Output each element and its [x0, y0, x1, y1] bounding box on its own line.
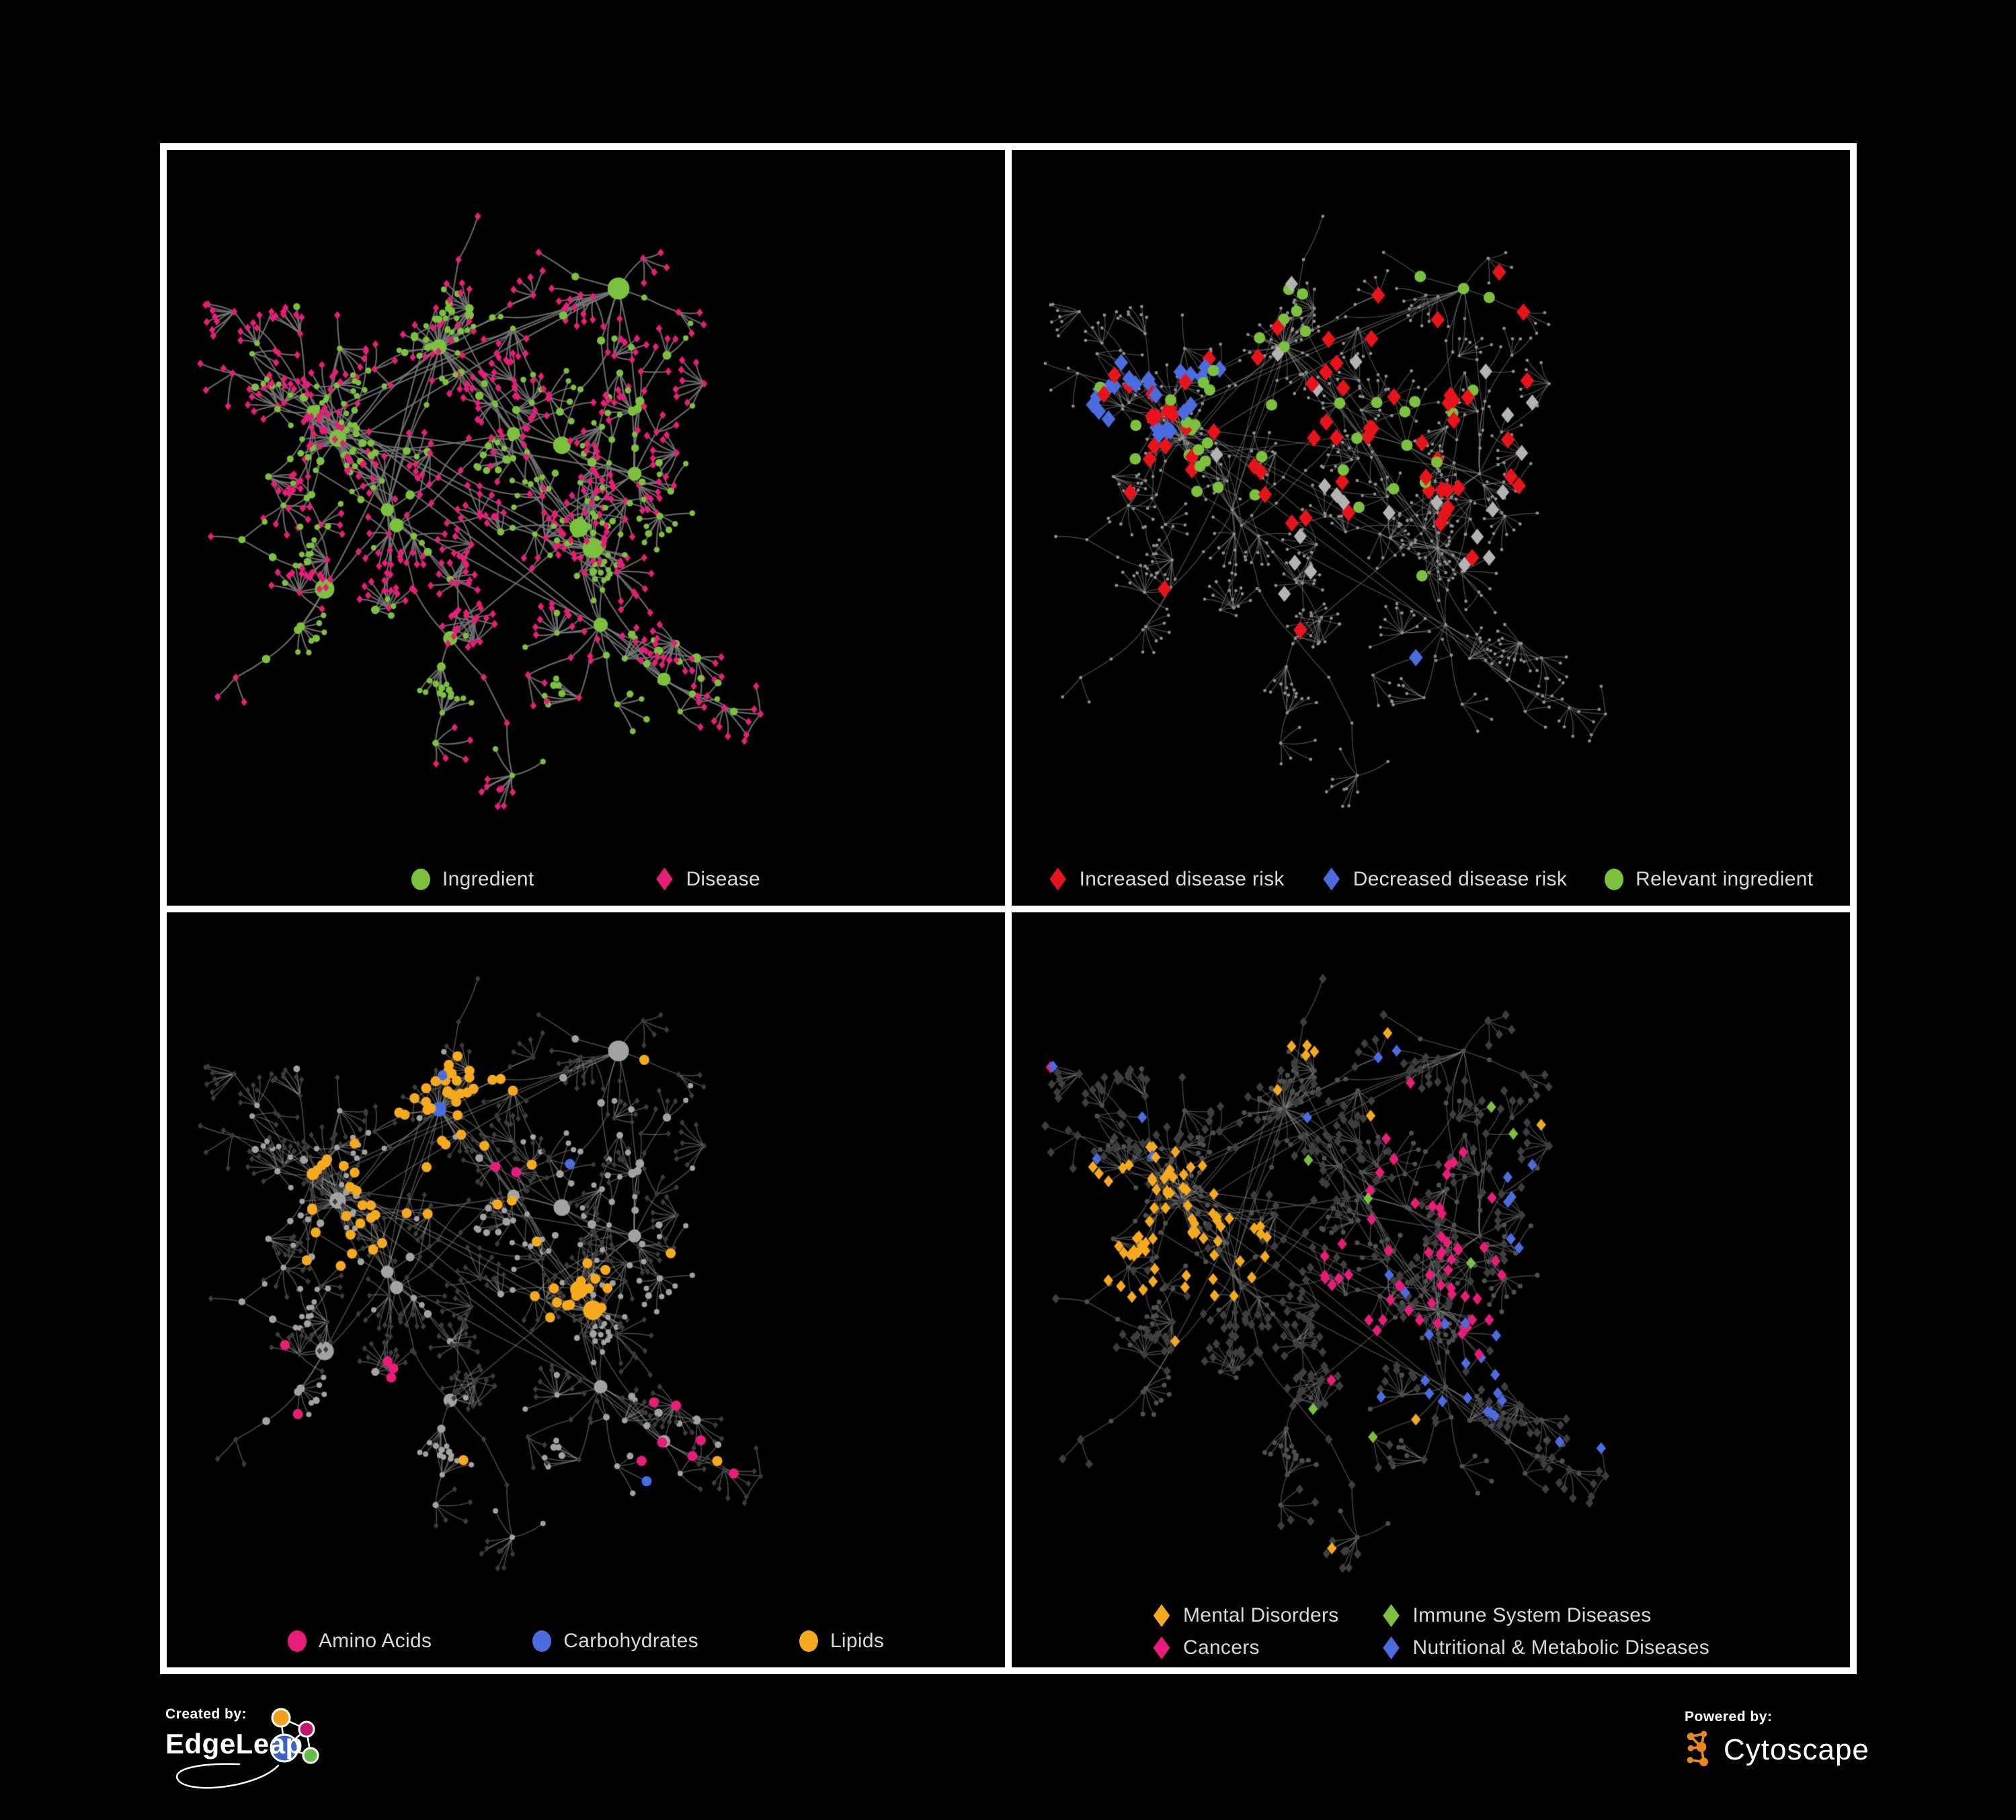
powered-by-block: Powered by: Cytoscape [1685, 1709, 1869, 1770]
legend-ingredient-disease: Ingredient Disease [167, 867, 1005, 891]
legend-label-immune-system-diseases: Immune System Diseases [1412, 1604, 1652, 1626]
edgeleap-logo-icon [175, 1708, 319, 1789]
amino-acids-circle-icon [287, 1630, 307, 1652]
lipids-circle-icon [799, 1630, 818, 1652]
edgeleap-brand-text: EdgeLeap [165, 1728, 303, 1759]
ingredient-circle-icon [411, 868, 431, 890]
created-by-block: Created by: EdgeLeap [165, 1706, 319, 1789]
panel-ingredient-disease: Ingredient Disease [167, 150, 1005, 906]
network-canvas-chemical-class [167, 912, 1005, 1667]
increased-risk-diamond-icon [1049, 867, 1066, 891]
legend-label-decreased-disease-risk: Decreased disease risk [1353, 867, 1568, 890]
legend-item-amino-acids: Amino Acids [287, 1630, 432, 1653]
legend-disease-category: Mental Disorders Immune System Diseases … [1012, 1604, 1850, 1659]
legend-label-amino-acids: Amino Acids [318, 1630, 432, 1652]
legend-item-immune-system-diseases: Immune System Diseases [1382, 1604, 1709, 1627]
legend-chemical-class: Amino Acids Carbohydrates Lipids [167, 1630, 1005, 1653]
cytoscape-brand-text: Cytoscape [1724, 1733, 1869, 1766]
network-canvas-ingredient-disease [167, 150, 1005, 906]
figure-frame: Ingredient Disease Increased disease ris… [160, 143, 1857, 1674]
legend-label-cancers: Cancers [1183, 1636, 1260, 1659]
legend-label-carbohydrates: Carbohydrates [563, 1630, 698, 1652]
legend-item-nutritional-metabolic-diseases: Nutritional & Metabolic Diseases [1382, 1636, 1709, 1659]
legend-item-decreased-disease-risk: Decreased disease risk [1322, 867, 1568, 891]
legend-item-relevant-ingredient: Relevant ingredient [1605, 868, 1813, 891]
created-by-label: Created by: [165, 1706, 247, 1722]
relevant-ingredient-circle-icon [1605, 868, 1624, 890]
panel-disease-category: Mental Disorders Immune System Diseases … [1012, 912, 1850, 1667]
disease-diamond-icon [656, 867, 673, 891]
immune-system-diseases-diamond-icon [1383, 1604, 1400, 1627]
legend-item-lipids: Lipids [799, 1630, 884, 1653]
legend-item-cancers: Cancers [1152, 1636, 1339, 1659]
carbohydrates-circle-icon [532, 1630, 552, 1652]
legend-label-mental-disorders: Mental Disorders [1183, 1604, 1339, 1626]
powered-by-label: Powered by: [1685, 1709, 1773, 1725]
legend-item-carbohydrates: Carbohydrates [532, 1630, 698, 1653]
legend-label-relevant-ingredient: Relevant ingredient [1636, 867, 1814, 890]
legend-item-ingredient: Ingredient [411, 868, 534, 891]
legend-item-mental-disorders: Mental Disorders [1152, 1604, 1339, 1627]
legend-item-increased-disease-risk: Increased disease risk [1049, 867, 1285, 891]
mental-disorders-diamond-icon [1153, 1604, 1170, 1627]
legend-label-lipids: Lipids [830, 1630, 885, 1652]
panel-disease-risk: Increased disease risk Decreased disease… [1012, 150, 1850, 906]
legend-label-disease: Disease [686, 867, 760, 890]
nutritional-metabolic-diseases-diamond-icon [1383, 1636, 1400, 1659]
legend-label-nutritional-metabolic-diseases: Nutritional & Metabolic Diseases [1412, 1636, 1709, 1659]
legend-label-ingredient: Ingredient [442, 867, 534, 890]
legend-label-increased-disease-risk: Increased disease risk [1079, 867, 1285, 890]
cytoscape-logo-icon [1687, 1731, 1709, 1766]
panel-chemical-class: Amino Acids Carbohydrates Lipids [167, 912, 1005, 1667]
decreased-risk-diamond-icon [1323, 867, 1340, 891]
legend-item-disease: Disease [655, 867, 760, 891]
legend-disease-risk: Increased disease risk Decreased disease… [1012, 867, 1850, 891]
network-canvas-disease-category [1012, 912, 1850, 1667]
network-canvas-disease-risk [1012, 150, 1850, 906]
cancers-diamond-icon [1153, 1636, 1170, 1659]
